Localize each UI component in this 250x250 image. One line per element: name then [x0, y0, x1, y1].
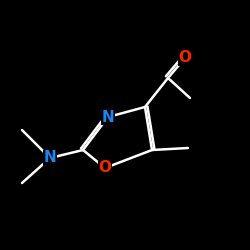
Text: N: N — [102, 110, 114, 124]
Text: O: O — [178, 50, 192, 66]
Text: O: O — [98, 160, 112, 176]
Text: N: N — [44, 150, 56, 166]
